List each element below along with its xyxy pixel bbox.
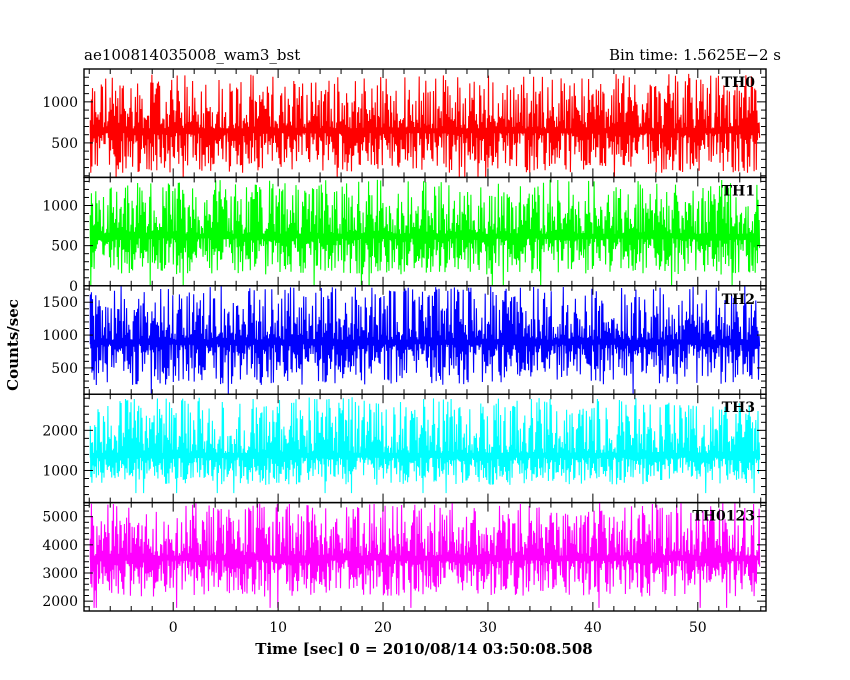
- y-tick-label: 1000: [42, 199, 78, 215]
- series-line-th1: [89, 179, 761, 286]
- y-tick-label: 2000: [42, 423, 78, 439]
- series-line-th0: [89, 73, 761, 178]
- series-name-label: TH3: [722, 400, 755, 416]
- y-tick-label: 500: [51, 361, 78, 377]
- y-tick-label: 5000: [42, 510, 78, 526]
- y-tick-label: 1500: [42, 295, 78, 311]
- y-axis-label: Counts/sec: [4, 299, 22, 391]
- panel-th1: 0 500 1000 TH1: [42, 176, 767, 295]
- series-line-th2: [89, 286, 761, 395]
- y-tick-label: 500: [51, 239, 78, 255]
- x-tick-label: 0: [169, 620, 178, 636]
- y-tick-label: 3000: [42, 566, 78, 582]
- panel-th0: 500 1000 TH0: [42, 68, 767, 179]
- series-line-th3: [89, 397, 761, 494]
- bin-time-label: Bin time: 1.5625E−2 s: [609, 46, 781, 64]
- chart-title: ae100814035008_wam3_bst: [84, 46, 300, 64]
- y-tick-label: 500: [51, 136, 78, 152]
- panel-th0123: 2000 3000 4000 5000 TH0123: [42, 501, 767, 612]
- y-tick-label: 4000: [42, 538, 78, 554]
- x-tick-label: 30: [479, 620, 497, 636]
- y-tick-label: 1000: [42, 463, 78, 479]
- panel-th2: 500 1000 1500 TH2: [42, 285, 767, 395]
- x-tick-label: 20: [374, 620, 392, 636]
- y-tick-label: 1000: [42, 95, 78, 111]
- y-tick-label: 0: [69, 279, 78, 295]
- series-name-label: TH2: [722, 292, 755, 308]
- y-tick-label: 2000: [42, 594, 78, 610]
- y-tick-label: 1000: [42, 328, 78, 344]
- panel-th3: 1000 2000 TH3: [42, 393, 767, 504]
- series-name-label: TH0: [722, 75, 756, 91]
- x-tick-label: 50: [689, 620, 707, 636]
- x-tick-label: 40: [584, 620, 602, 636]
- x-axis-label: Time [sec] 0 = 2010/08/14 03:50:08.508: [255, 640, 592, 658]
- x-tick-label: 10: [269, 620, 287, 636]
- series-line-th0123: [89, 502, 761, 608]
- series-name-label: TH0123: [692, 509, 755, 525]
- series-name-label: TH1: [722, 183, 755, 199]
